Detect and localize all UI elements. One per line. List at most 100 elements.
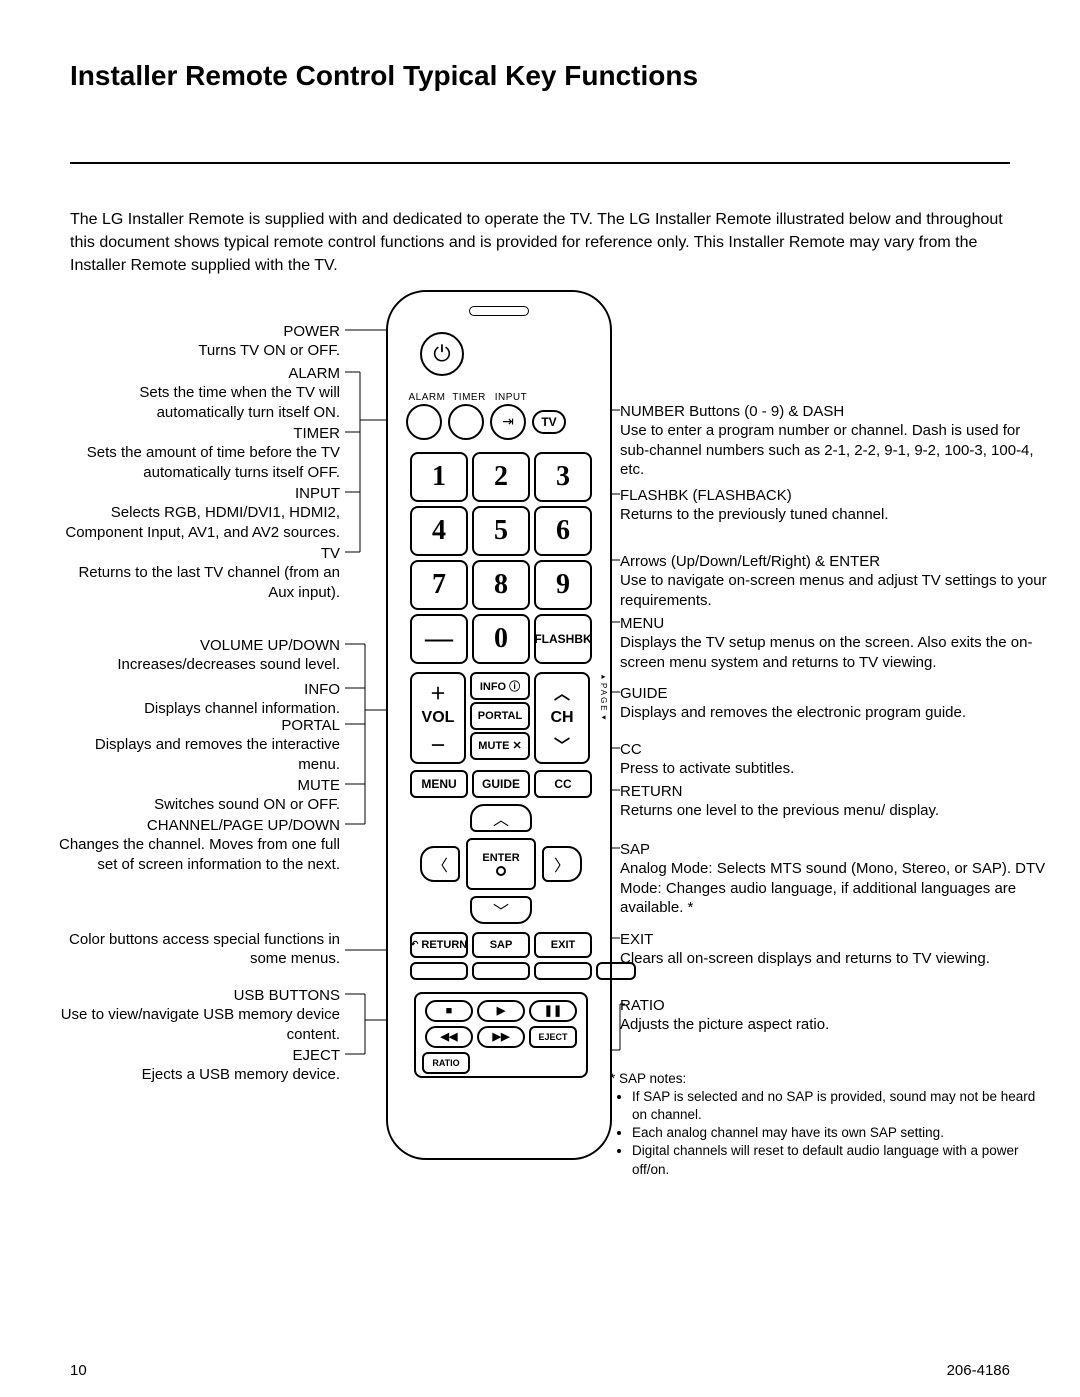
timer-d: Sets the amount of time before the TV au… — [50, 443, 340, 482]
exit-d: Clears all on-screen displays and return… — [620, 949, 1050, 969]
sap-note-2: Each analog channel may have its own SAP… — [632, 1124, 1050, 1142]
return-d: Returns one level to the previous menu/ … — [620, 801, 1050, 821]
menu-h: MENU — [620, 614, 1050, 634]
guide-h: GUIDE — [620, 684, 1050, 704]
key-8[interactable]: 8 — [472, 560, 530, 610]
eject-d: Ejects a USB memory device. — [50, 1065, 340, 1085]
num-h: NUMBER Buttons (0 - 9) & DASH — [620, 402, 1050, 422]
guide-d: Displays and removes the electronic prog… — [620, 703, 1050, 723]
doc-number: 206-4186 — [947, 1362, 1010, 1379]
color-row — [410, 962, 636, 980]
ratio-button[interactable]: RATIO — [422, 1052, 470, 1074]
timer-h: TIMER — [50, 424, 340, 444]
dpad: ︿ ﹀ 〈 〉 ENTER — [420, 804, 582, 924]
color-red[interactable] — [410, 962, 468, 980]
enter-button[interactable]: ENTER — [466, 838, 536, 890]
color-yellow[interactable] — [534, 962, 592, 980]
exit-button[interactable]: EXIT — [534, 932, 592, 958]
ratio-h: RATIO — [620, 996, 1050, 1016]
page-label: ▸PAGE◂ — [599, 672, 608, 724]
usb-stop[interactable]: ■ — [425, 1000, 473, 1022]
mute-button[interactable]: MUTE ✕ — [470, 732, 530, 760]
tv-button[interactable]: TV — [532, 410, 566, 434]
cc-button[interactable]: CC — [534, 770, 592, 798]
key-1[interactable]: 1 — [410, 452, 468, 502]
key-9[interactable]: 9 — [534, 560, 592, 610]
power-d: Turns TV ON or OFF. — [50, 341, 340, 361]
sap-button[interactable]: SAP — [472, 932, 530, 958]
alarm-button[interactable] — [406, 404, 442, 440]
sap-note-3: Digital channels will reset to default a… — [632, 1142, 1050, 1178]
sap-notes: * SAP notes: If SAP is selected and no S… — [610, 1070, 1050, 1179]
portal-h: PORTAL — [50, 716, 340, 736]
circle-labels: ALARM TIMER INPUT — [406, 392, 596, 403]
tv-h: TV — [50, 544, 340, 564]
key-2[interactable]: 2 — [472, 452, 530, 502]
page-number: 10 — [70, 1362, 87, 1379]
color-d: Color buttons access special functions i… — [50, 930, 340, 969]
menu-button[interactable]: MENU — [410, 770, 468, 798]
arrow-up[interactable]: ︿ — [470, 804, 532, 832]
key-6[interactable]: 6 — [534, 506, 592, 556]
mute-h: MUTE — [50, 776, 340, 796]
sap-h: SAP — [620, 840, 1050, 860]
input-d: Selects RGB, HDMI/DVI1, HDMI2, Component… — [50, 503, 340, 542]
input-button[interactable]: ⇥ — [490, 404, 526, 440]
ch-d: Changes the channel. Moves from one full… — [50, 835, 340, 874]
key-4[interactable]: 4 — [410, 506, 468, 556]
portal-d: Displays and removes the interactive men… — [50, 735, 340, 774]
lbl-alarm: ALARM — [406, 392, 448, 403]
footer: 10 206-4186 — [70, 1362, 1010, 1379]
usb-d: Use to view/navigate USB memory device c… — [50, 1005, 340, 1044]
timer-button[interactable] — [448, 404, 484, 440]
arrow-down[interactable]: ﹀ — [470, 896, 532, 924]
return-h: RETURN — [620, 782, 1050, 802]
info-button[interactable]: INFO ⓘ — [470, 672, 530, 700]
info-h: INFO — [50, 680, 340, 700]
key-flashbk[interactable]: FLASHBK — [534, 614, 592, 664]
mute-d: Switches sound ON or OFF. — [50, 795, 340, 815]
key-3[interactable]: 3 — [534, 452, 592, 502]
flash-h: FLASHBK (FLASHBACK) — [620, 486, 1050, 506]
guide-button[interactable]: GUIDE — [472, 770, 530, 798]
eject-h: EJECT — [50, 1046, 340, 1066]
usb-ff[interactable]: ▶▶ — [477, 1026, 525, 1048]
lbl-timer: TIMER — [448, 392, 490, 403]
ch-rocker[interactable]: ︿CH﹀ — [534, 672, 590, 764]
color-green[interactable] — [472, 962, 530, 980]
usb-h: USB BUTTONS — [50, 986, 340, 1006]
arrow-left[interactable]: 〈 — [420, 846, 460, 882]
usb-group: ■ ▶ ❚❚ ◀◀ ▶▶ EJECT RATIO — [414, 992, 588, 1078]
key-7[interactable]: 7 — [410, 560, 468, 610]
color-blue[interactable] — [596, 962, 636, 980]
intro-text: The LG Installer Remote is supplied with… — [70, 208, 1010, 278]
ch-h: CHANNEL/PAGE UP/DOWN — [50, 816, 340, 836]
flash-d: Returns to the previously tuned channel. — [620, 505, 1050, 525]
usb-play[interactable]: ▶ — [477, 1000, 525, 1022]
hr — [70, 162, 1010, 164]
key-0[interactable]: 0 — [472, 614, 530, 664]
menu-d: Displays the TV setup menus on the scree… — [620, 633, 1050, 672]
usb-pause[interactable]: ❚❚ — [529, 1000, 577, 1022]
sap-notes-head: * SAP notes: — [610, 1070, 1050, 1088]
mid-controls: ＋VOL－ INFO ⓘ PORTAL MUTE ✕ ︿CH﹀ — [410, 672, 592, 766]
menu-row: MENU GUIDE CC — [410, 770, 592, 798]
number-pad: 1 2 3 4 5 6 7 8 9 — 0 FLASHBK — [410, 452, 592, 664]
key-5[interactable]: 5 — [472, 506, 530, 556]
arr-h: Arrows (Up/Down/Left/Right) & ENTER — [620, 552, 1050, 572]
return-button[interactable]: ↶ RETURN — [410, 932, 468, 958]
usb-rew[interactable]: ◀◀ — [425, 1026, 473, 1048]
ratio-d: Adjusts the picture aspect ratio. — [620, 1015, 1050, 1035]
circle-row: ⇥ TV — [406, 404, 566, 440]
arrow-right[interactable]: 〉 — [542, 846, 582, 882]
eject-button[interactable]: EJECT — [529, 1026, 577, 1048]
vol-rocker[interactable]: ＋VOL－ — [410, 672, 466, 764]
portal-button[interactable]: PORTAL — [470, 702, 530, 730]
vol-h: VOLUME UP/DOWN — [50, 636, 340, 656]
key-dash[interactable]: — — [410, 614, 468, 664]
power-button[interactable]: ⏻ — [420, 332, 464, 376]
remote-body: ⏻ ALARM TIMER INPUT ⇥ TV 1 2 3 4 5 6 7 8… — [386, 290, 612, 1160]
input-h: INPUT — [50, 484, 340, 504]
tv-d: Returns to the last TV channel (from an … — [50, 563, 340, 602]
vol-d: Increases/decreases sound level. — [50, 655, 340, 675]
